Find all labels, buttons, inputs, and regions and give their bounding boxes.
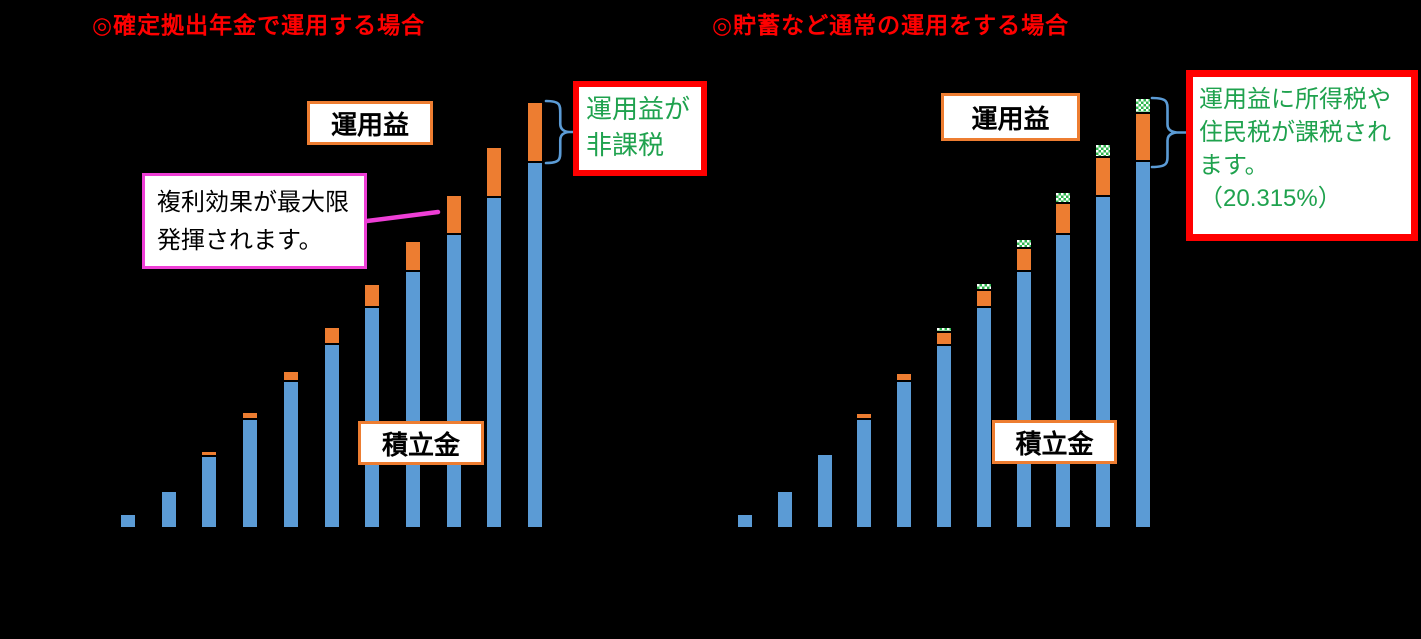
bar-segment-gain [857, 414, 871, 418]
gain-series-label-right: 運用益 [941, 93, 1080, 141]
bar-segment-gain [1136, 114, 1150, 160]
taxed-note: 運用益に所得税や 住民税が課税され ます。 （20.315%） [1186, 70, 1418, 241]
bar-segment-gain [406, 242, 420, 270]
bar-segment-principal [977, 308, 991, 527]
bar-segment-principal [162, 492, 176, 527]
bar-segment-principal [487, 198, 501, 527]
bar-segment-principal [897, 382, 911, 527]
bar-segment-tax [937, 328, 951, 331]
curly-brace-right [1150, 96, 1190, 169]
bar-year-2 [162, 490, 176, 527]
bar-segment-principal [857, 420, 871, 527]
bar-segment-principal [818, 455, 832, 527]
bar-segment-principal [284, 382, 298, 527]
bar-year-3 [818, 453, 832, 527]
bar-segment-gain [1096, 158, 1110, 195]
bar-year-1 [738, 513, 752, 527]
bar-segment-tax [1136, 99, 1150, 112]
bar-segment-principal [1096, 197, 1110, 527]
bar-segment-principal [1136, 162, 1150, 527]
taxed-note-line1: 運用益に所得税や [1199, 86, 1391, 113]
bar-year-5 [284, 370, 298, 527]
bar-segment-principal [121, 515, 135, 527]
bar-segment-principal [1056, 235, 1070, 527]
bar-segment-principal [1017, 272, 1031, 527]
bar-segment-tax [1017, 240, 1031, 247]
bar-year-4 [857, 412, 871, 527]
bar-segment-principal [406, 272, 420, 527]
bar-segment-principal [738, 515, 752, 527]
bar-segment-principal [325, 345, 339, 527]
connector-line [364, 209, 441, 224]
principal-series-label-right: 積立金 [992, 420, 1117, 464]
bar-year-1 [121, 513, 135, 527]
bar-segment-tax [1096, 145, 1110, 156]
bar-year-11 [528, 101, 542, 527]
bar-year-10 [1096, 143, 1110, 527]
tax-free-note-line2: 非課税 [586, 130, 665, 160]
bar-year-7 [365, 283, 379, 527]
bar-segment-gain [202, 452, 216, 455]
taxed-note-line4: （20.315%） [1199, 185, 1342, 212]
gain-series-label-left: 運用益 [307, 101, 433, 145]
bar-segment-tax [1056, 193, 1070, 202]
bar-segment-gain [447, 196, 461, 233]
bar-year-2 [778, 490, 792, 527]
bar-year-3 [202, 450, 216, 527]
bar-year-10 [487, 146, 501, 527]
compound-effect-note: 複利効果が最大限 発揮されます。 [142, 173, 367, 269]
bar-year-7 [977, 282, 991, 527]
tax-free-note-line1: 運用益が [586, 94, 691, 124]
bar-segment-gain [528, 103, 542, 161]
bar-year-9 [1056, 191, 1070, 527]
bar-segment-gain [937, 333, 951, 344]
bar-segment-gain [365, 285, 379, 306]
tax-free-note: 運用益が 非課税 [573, 81, 707, 176]
bar-year-8 [1017, 238, 1031, 527]
bar-segment-gain [977, 291, 991, 306]
bar-segment-principal [447, 235, 461, 527]
bar-segment-gain [1056, 204, 1070, 233]
taxed-note-line2: 住民税が課税され [1199, 119, 1391, 146]
curly-brace-left [544, 99, 577, 165]
right-chart-title: ◎貯蓄など通常の運用をする場合 [712, 12, 1070, 38]
bar-year-5 [897, 372, 911, 527]
bar-segment-principal [778, 492, 792, 527]
bar-segment-gain [325, 328, 339, 343]
bar-segment-principal [365, 308, 379, 527]
bar-segment-gain [487, 148, 501, 196]
bar-year-9 [447, 194, 461, 527]
bar-segment-gain [897, 374, 911, 380]
bar-year-11 [1136, 97, 1150, 527]
bar-year-4 [243, 411, 257, 527]
bar-segment-principal [202, 457, 216, 527]
bar-segment-principal [243, 420, 257, 527]
bar-segment-tax [977, 284, 991, 289]
principal-series-label-left: 積立金 [358, 421, 484, 465]
bar-segment-principal [528, 163, 542, 527]
bar-segment-principal [937, 346, 951, 527]
bar-segment-gain [243, 413, 257, 418]
bar-year-8 [406, 240, 420, 527]
bar-segment-gain [1017, 249, 1031, 270]
bar-year-6 [937, 326, 951, 527]
left-chart-title: ◎確定拠出年金で運用する場合 [92, 12, 426, 38]
taxed-note-line3: ます。 [1199, 152, 1269, 179]
compound-effect-note-line2: 発揮されます。 [157, 227, 323, 254]
compound-effect-note-line1: 複利効果が最大限 [157, 189, 349, 216]
bar-segment-gain [284, 372, 298, 380]
bar-year-6 [325, 326, 339, 527]
